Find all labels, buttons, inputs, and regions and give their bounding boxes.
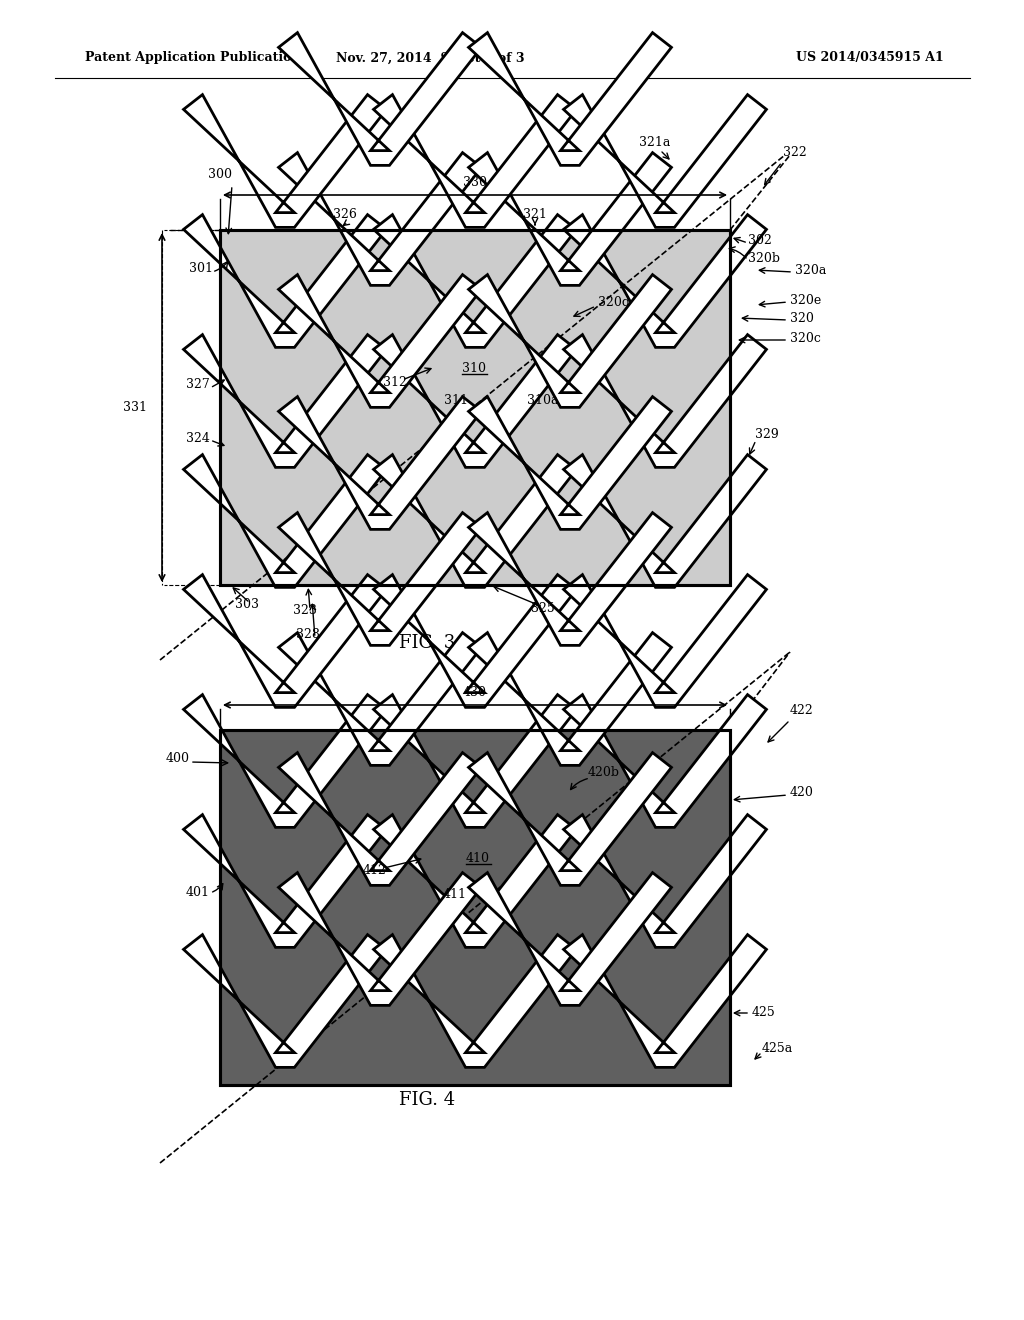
Text: Nov. 27, 2014  Sheet 2 of 3: Nov. 27, 2014 Sheet 2 of 3 [336,51,524,65]
Bar [220,230,730,585]
Polygon shape [279,752,481,886]
Polygon shape [374,935,577,1068]
Text: 329: 329 [755,429,778,441]
Text: FIG. 4: FIG. 4 [399,1092,455,1109]
Text: 420b: 420b [588,766,620,779]
Text: 321: 321 [523,209,547,222]
Text: 330: 330 [463,176,487,189]
Text: 321a: 321a [639,136,671,149]
Bar [220,230,730,585]
Polygon shape [183,814,386,948]
Text: 411: 411 [443,888,467,902]
Polygon shape [183,335,386,467]
Text: FIG. 3: FIG. 3 [399,634,455,652]
Polygon shape [563,95,766,227]
Polygon shape [469,632,672,766]
Text: Patent Application Publication: Patent Application Publication [85,51,300,65]
Polygon shape [374,694,577,828]
Polygon shape [563,814,766,948]
Polygon shape [183,95,386,227]
Polygon shape [183,454,386,587]
Polygon shape [469,873,672,1006]
Polygon shape [183,574,386,708]
Text: 400: 400 [166,751,190,764]
Text: 312: 312 [383,376,407,389]
Text: 320c: 320c [790,331,821,345]
Bar [220,730,730,1085]
Polygon shape [469,33,672,165]
Text: US 2014/0345915 A1: US 2014/0345915 A1 [796,51,944,65]
Text: 326: 326 [333,209,357,222]
Text: 324: 324 [186,432,210,445]
Polygon shape [563,454,766,587]
Polygon shape [469,275,672,408]
Polygon shape [279,33,481,165]
Polygon shape [563,935,766,1068]
Text: 425a: 425a [762,1041,794,1055]
Polygon shape [183,694,386,828]
Bar [220,730,730,1085]
Text: 311: 311 [444,393,468,407]
Text: 331: 331 [123,401,147,414]
Text: 412: 412 [364,863,387,876]
Polygon shape [469,512,672,645]
Text: 420: 420 [790,787,814,800]
Bar [220,730,730,1085]
Polygon shape [563,574,766,708]
Polygon shape [374,95,577,227]
Polygon shape [183,215,386,347]
Polygon shape [374,215,577,347]
Text: 430: 430 [463,686,487,700]
Text: 425: 425 [752,1006,776,1019]
Polygon shape [563,694,766,828]
Text: 310: 310 [462,362,486,375]
Polygon shape [469,153,672,285]
Polygon shape [279,396,481,529]
Polygon shape [374,335,577,467]
Text: 320d: 320d [598,296,630,309]
Text: 303: 303 [234,598,259,610]
Polygon shape [183,935,386,1068]
Text: 325: 325 [531,602,555,615]
Text: 320: 320 [790,312,814,325]
Polygon shape [563,215,766,347]
Polygon shape [563,335,766,467]
Text: 320e: 320e [790,293,821,306]
Polygon shape [374,814,577,948]
Polygon shape [279,153,481,285]
Text: 328: 328 [296,628,319,642]
Text: 301: 301 [189,261,213,275]
Polygon shape [279,275,481,408]
Text: 320b: 320b [748,252,780,264]
Text: 322: 322 [783,147,807,160]
Text: 410: 410 [466,851,490,865]
Text: 327: 327 [186,379,210,392]
Polygon shape [279,873,481,1006]
Polygon shape [374,454,577,587]
Polygon shape [469,752,672,886]
Text: 320a: 320a [795,264,826,276]
Polygon shape [469,396,672,529]
Bar [220,730,730,1085]
Text: 401: 401 [186,887,210,899]
Text: 310a: 310a [527,393,558,407]
Bar [220,230,730,585]
Polygon shape [279,632,481,766]
Text: 323: 323 [293,603,317,616]
Polygon shape [279,512,481,645]
Polygon shape [374,574,577,708]
Text: 302: 302 [748,234,772,247]
Text: 300: 300 [208,169,232,181]
Text: 422: 422 [790,704,814,717]
